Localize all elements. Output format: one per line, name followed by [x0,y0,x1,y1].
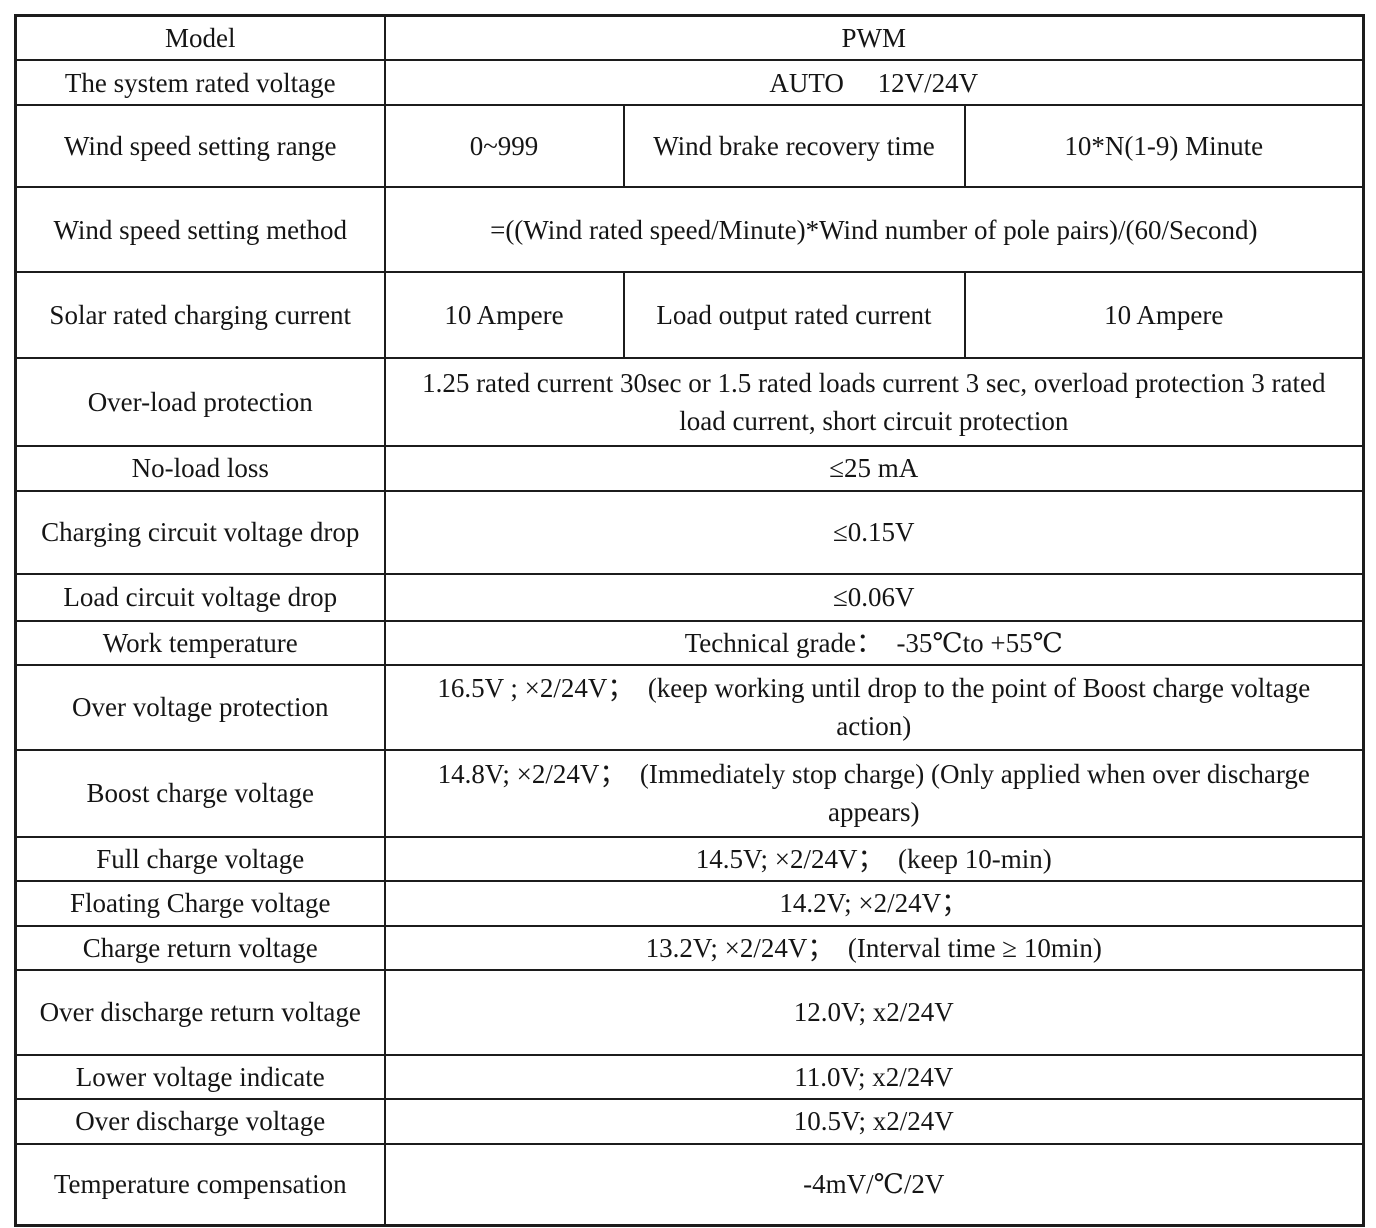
spec-label-solar-rated-charging-current: Solar rated charging current [14,271,386,360]
spec-value-over-discharge-voltage: 10.5V; x2/24V [383,1098,1365,1145]
spec-label-work-temperature: Work temperature [14,619,386,666]
spec-value-over-discharge-return-voltage: 12.0V; x2/24V [383,968,1365,1056]
spec-label-model: Model [14,14,386,62]
table-row: Charge return voltage 13.2V; ×2/24V； (In… [14,924,1365,971]
spec-value-wind-speed-range: 0~999 [383,104,625,189]
spec-value-model: PWM [383,14,1365,62]
table-row: Wind speed setting method =((Wind rated … [14,186,1365,274]
spec-label-temperature-compensation: Temperature compensation [14,1142,386,1227]
spec-label-wind-speed-setting-method: Wind speed setting method [14,186,386,274]
spec-label-over-discharge-return-voltage: Over discharge return voltage [14,968,386,1056]
spec-label-wind-brake-recovery-time: Wind brake recovery time [622,104,966,189]
table-row: Load circuit voltage drop ≤0.06V [14,572,1365,622]
table-row: No-load loss ≤25 mA [14,445,1365,492]
table-row: Work temperature Technical grade： -35℃to… [14,619,1365,666]
table-row: Over voltage protection 16.5V ; ×2/24V； … [14,663,1365,751]
spec-table: Model PWM The system rated voltage AUTO … [14,14,1366,1228]
table-row: Solar rated charging current 10 Ampere L… [14,271,1365,360]
spec-label-over-voltage-protection: Over voltage protection [14,663,386,751]
spec-label-lower-voltage-indicate: Lower voltage indicate [14,1053,386,1101]
spec-value-load-output-rated-current: 10 Ampere [963,271,1365,360]
table-row: Over discharge voltage 10.5V; x2/24V [14,1098,1365,1145]
table-row: Over-load protection 1.25 rated current … [14,357,1365,448]
spec-value-charging-circuit-voltage-drop: ≤0.15V [383,489,1365,575]
table-row: Floating Charge voltage 14.2V; ×2/24V； [14,880,1365,927]
spec-label-boost-charge-voltage: Boost charge voltage [14,748,386,838]
spec-value-full-charge-voltage: 14.5V; ×2/24V； (keep 10-min) [383,835,1365,883]
spec-label-wind-speed-setting-range: Wind speed setting range [14,104,386,189]
spec-label-over-discharge-voltage: Over discharge voltage [14,1098,386,1145]
spec-value-boost-charge-voltage: 14.8V; ×2/24V； (Immediately stop charge)… [383,748,1365,838]
spec-value-wind-brake-recovery-time: 10*N(1-9) Minute [963,104,1365,189]
table-row: Lower voltage indicate 11.0V; x2/24V [14,1053,1365,1101]
spec-label-charge-return-voltage: Charge return voltage [14,924,386,971]
spec-label-system-rated-voltage: The system rated voltage [14,59,386,107]
spec-label-no-load-loss: No-load loss [14,445,386,492]
spec-label-load-circuit-voltage-drop: Load circuit voltage drop [14,572,386,622]
spec-value-wind-speed-setting-method: =((Wind rated speed/Minute)*Wind number … [383,186,1365,274]
table-row: Over discharge return voltage 12.0V; x2/… [14,968,1365,1056]
table-row: Boost charge voltage 14.8V; ×2/24V； (Imm… [14,748,1365,838]
spec-value-system-rated-voltage: AUTO 12V/24V [383,59,1365,107]
spec-value-over-voltage-protection: 16.5V ; ×2/24V； (keep working until drop… [383,663,1365,751]
spec-label-overload-protection: Over-load protection [14,357,386,448]
spec-label-floating-charge-voltage: Floating Charge voltage [14,880,386,927]
spec-value-no-load-loss: ≤25 mA [383,445,1365,492]
spec-label-charging-circuit-voltage-drop: Charging circuit voltage drop [14,489,386,575]
spec-value-charge-return-voltage: 13.2V; ×2/24V； (Interval time ≥ 10min) [383,924,1365,971]
table-row: Wind speed setting range 0~999 Wind brak… [14,104,1365,189]
spec-value-temperature-compensation: -4mV/℃/2V [383,1142,1365,1227]
spec-label-full-charge-voltage: Full charge voltage [14,835,386,883]
table-row: Full charge voltage 14.5V; ×2/24V； (keep… [14,835,1365,883]
spec-value-floating-charge-voltage: 14.2V; ×2/24V； [383,880,1365,927]
spec-label-load-output-rated-current: Load output rated current [622,271,966,360]
table-row: Model PWM [14,14,1365,62]
spec-value-load-circuit-voltage-drop: ≤0.06V [383,572,1365,622]
table-row: Temperature compensation -4mV/℃/2V [14,1142,1365,1227]
spec-value-lower-voltage-indicate: 11.0V; x2/24V [383,1053,1365,1101]
spec-value-work-temperature: Technical grade： -35℃to +55℃ [383,619,1365,666]
spec-value-solar-rated-charging-current: 10 Ampere [383,271,625,360]
table-row: The system rated voltage AUTO 12V/24V [14,59,1365,107]
spec-value-overload-protection: 1.25 rated current 30sec or 1.5 rated lo… [383,357,1365,448]
table-row: Charging circuit voltage drop ≤0.15V [14,489,1365,575]
